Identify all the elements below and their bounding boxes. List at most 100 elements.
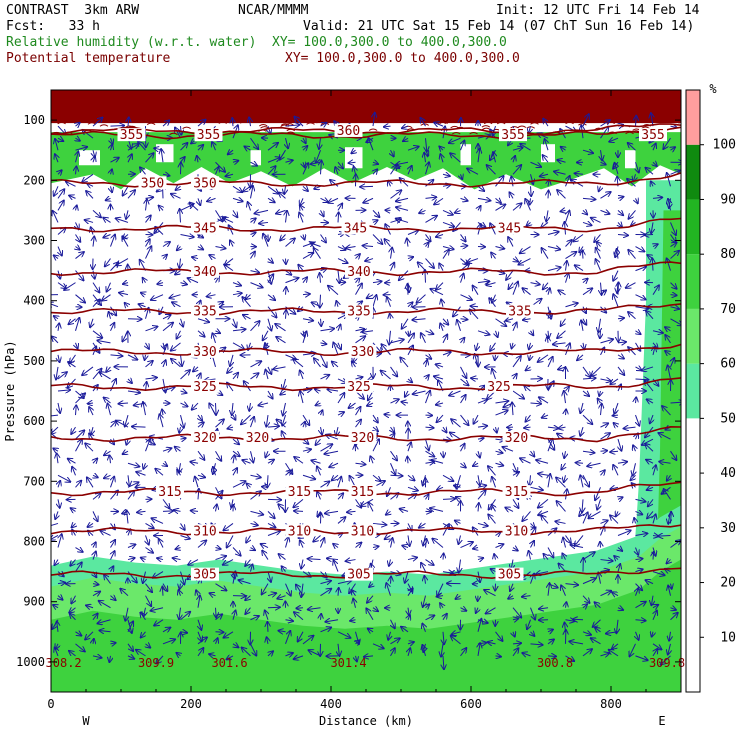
- wind-vector: [127, 391, 140, 393]
- wind-vector: [58, 323, 59, 331]
- wind-vector: [303, 146, 307, 150]
- wind-vector: [180, 403, 188, 406]
- theta-label-335: 335: [193, 305, 216, 320]
- wind-vector: [75, 147, 88, 150]
- wind-vector: [75, 643, 85, 652]
- wind-vector: [250, 643, 257, 656]
- wind-vector: [486, 607, 496, 614]
- wind-vector: [652, 331, 663, 333]
- wind-vector: [530, 161, 542, 167]
- wind-vector: [76, 205, 77, 210]
- wind-vector: [402, 546, 409, 548]
- wind-vector: [389, 559, 391, 566]
- wind-vector: [670, 170, 680, 174]
- wind-vector: [635, 246, 645, 252]
- wind-vector: [548, 629, 553, 631]
- wind-vector: [285, 470, 292, 475]
- wind-vector: [505, 508, 514, 512]
- wind-vector: [197, 475, 205, 477]
- wind-vector: [525, 199, 531, 211]
- wind-vector: [191, 511, 199, 512]
- colorbar-label: 30: [720, 521, 736, 536]
- colorbar-label: 40: [720, 466, 736, 481]
- wind-vector: [58, 534, 62, 548]
- wind-vector: [250, 511, 264, 514]
- wind-vector: [636, 116, 637, 127]
- wind-vector: [442, 474, 453, 481]
- wind-vector: [93, 475, 98, 477]
- wind-vector: [496, 532, 501, 535]
- theta-label-335: 335: [508, 305, 531, 320]
- wind-vector: [337, 258, 348, 263]
- wind-vector: [337, 247, 346, 250]
- wind-vector: [618, 497, 623, 499]
- wind-vector: [216, 548, 221, 550]
- wind-vector: [615, 163, 618, 175]
- theta-label-bg: [191, 524, 219, 538]
- theta-tropopause-squiggle: [99, 124, 109, 127]
- theta-tropopause-squiggle: [368, 128, 378, 131]
- wind-vector: [193, 367, 198, 372]
- wind-vector: [209, 403, 216, 416]
- theta-label-310: 310: [351, 524, 374, 539]
- theta-tropopause-squiggle: [439, 121, 448, 124]
- wind-vector: [299, 213, 303, 223]
- wind-vector: [565, 535, 571, 543]
- wind-vector: [126, 210, 128, 218]
- wind-vector: [285, 631, 291, 645]
- theta-stratosphere-band: [51, 90, 681, 124]
- wind-vector: [471, 378, 479, 379]
- wind-vector: [653, 611, 657, 620]
- theta-label-330: 330: [351, 345, 374, 360]
- wind-vector: [548, 330, 549, 338]
- theta-label-bg: [191, 344, 219, 358]
- wind-vector: [372, 523, 386, 524]
- wind-vector: [355, 336, 366, 344]
- wind-vector: [321, 410, 323, 415]
- wind-vector: [267, 475, 268, 487]
- colorbar-swatch: [686, 144, 700, 200]
- wind-vector: [125, 414, 128, 426]
- wind-vector: [401, 402, 409, 403]
- wind-vector: [251, 548, 255, 551]
- wind-vector: [162, 448, 171, 451]
- wind-vector: [286, 138, 289, 148]
- wind-vector: [320, 198, 328, 202]
- wind-vector: [582, 288, 592, 296]
- wind-vector: [531, 451, 535, 456]
- wind-vector: [259, 222, 269, 223]
- wind-vector: [492, 477, 496, 488]
- wind-vector: [368, 138, 374, 151]
- wind-vector: [492, 294, 496, 303]
- wind-vector: [635, 342, 641, 351]
- wind-vector: [265, 451, 268, 457]
- wind-vector: [337, 412, 344, 415]
- wind-vector: [437, 487, 444, 489]
- wind-vector: [555, 521, 566, 523]
- wind-vector: [495, 451, 503, 453]
- wind-vector: [407, 642, 414, 644]
- wind-vector: [108, 404, 111, 416]
- wind-vector: [624, 427, 636, 428]
- wind-vector: [302, 389, 311, 391]
- wind-vector: [384, 126, 391, 127]
- wind-vector: [669, 631, 670, 641]
- wind-vector: [181, 126, 182, 135]
- wind-vector: [461, 174, 463, 179]
- wind-vector: [425, 615, 435, 619]
- wind-vector: [315, 438, 320, 445]
- wind-vector: [617, 462, 627, 464]
- wind-vector: [582, 378, 596, 379]
- wind-vector: [503, 447, 514, 452]
- wind-vector: [407, 474, 415, 480]
- wind-vector: [267, 185, 278, 193]
- wind-vector: [582, 475, 589, 486]
- wind-vector: [366, 608, 374, 621]
- wind-vector: [541, 515, 549, 524]
- wind-vector: [648, 499, 654, 506]
- wind-vector: [503, 403, 514, 407]
- wind-vector: [51, 414, 59, 417]
- wind-vector: [628, 210, 636, 218]
- theta-label-bg: [502, 485, 531, 499]
- theta-tropopause-squiggle: [146, 122, 156, 125]
